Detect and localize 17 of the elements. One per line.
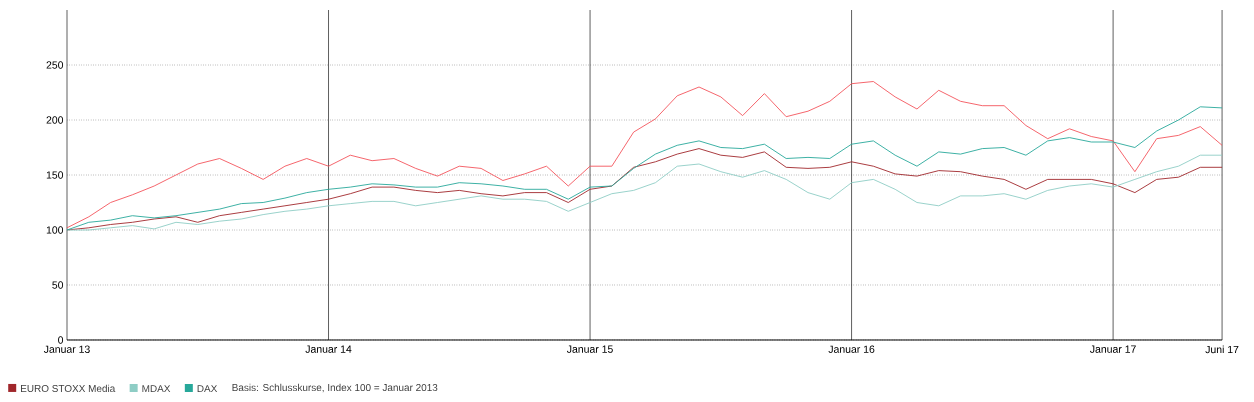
x-tick-label: Juni 17: [1205, 345, 1239, 354]
y-tick-label: 150: [46, 171, 64, 179]
y-tick-label: 100: [46, 226, 64, 234]
x-tick-label: Januar 14: [305, 345, 352, 353]
y-tick-label: 0: [58, 336, 64, 344]
x-tick-label: Januar 15: [566, 345, 613, 353]
legend-label: DAX: [197, 385, 218, 392]
legend-label: EURO STOXX Media: [21, 384, 116, 393]
x-tick-label: Januar 17: [1089, 345, 1136, 353]
x-tick-label: Januar 16: [828, 345, 875, 353]
x-tick-label: Januar 13: [43, 345, 90, 353]
legend-label: MDAX: [142, 385, 171, 392]
text: Basis: Schlusskurse, Index 100 = Januar 2013: [232, 383, 438, 393]
y-tick-label: 250: [46, 61, 64, 69]
y-tick-label: 200: [46, 116, 64, 124]
y-tick-label: 50: [52, 281, 64, 289]
line-series: [66, 81, 1223, 229]
